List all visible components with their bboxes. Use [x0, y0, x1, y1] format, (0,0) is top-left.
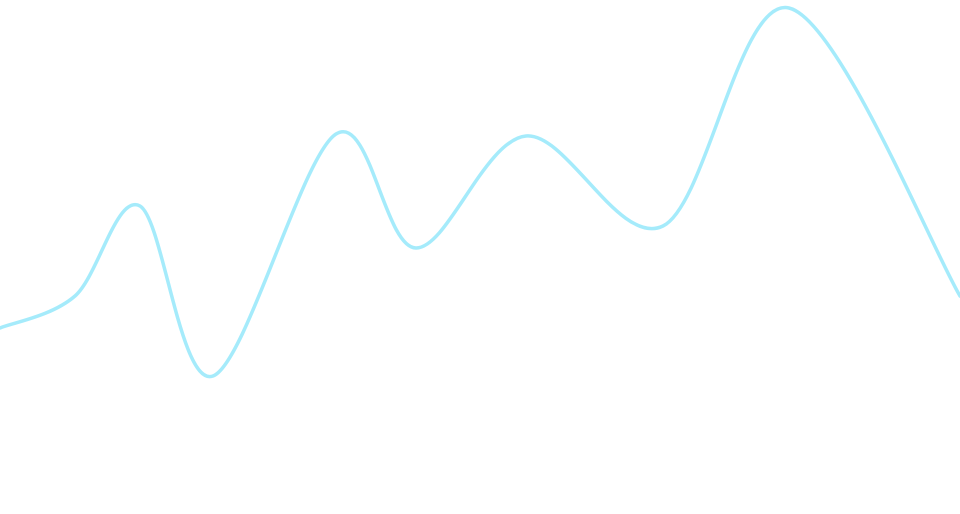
series-line-0 [0, 6, 960, 378]
